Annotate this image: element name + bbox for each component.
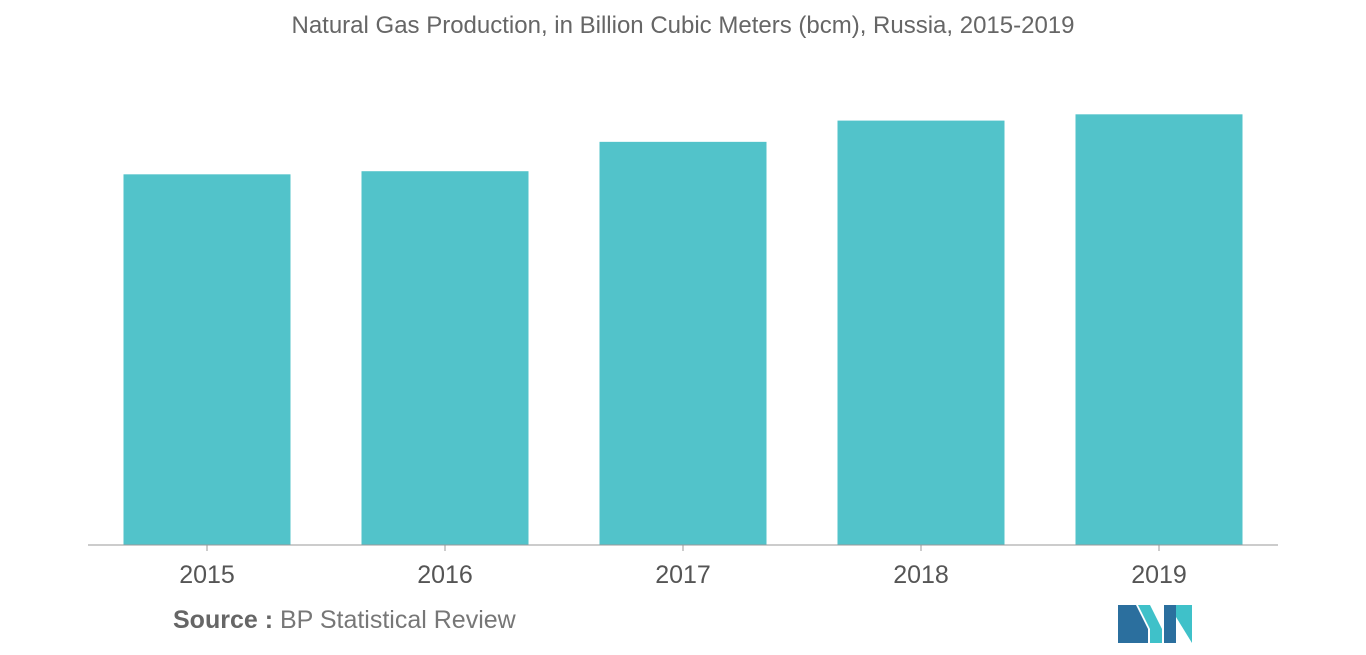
x-tick-label-2015: 2015 xyxy=(179,561,235,589)
logo-shape-left xyxy=(1118,605,1148,643)
logo-shape-right xyxy=(1164,605,1176,643)
x-tick-label-2018: 2018 xyxy=(893,561,949,589)
x-axis-ticks: 2015 2016 2017 2018 2019 xyxy=(179,545,1187,589)
bar-2018 xyxy=(837,120,1005,545)
mordor-intelligence-logo-icon xyxy=(1118,605,1192,643)
bars-group xyxy=(123,114,1243,545)
chart-title: Natural Gas Production, in Billion Cubic… xyxy=(291,12,1075,39)
bar-2019 xyxy=(1075,114,1243,545)
source-note: Source : BP Statistical Review xyxy=(173,606,516,635)
logo-shape-middle xyxy=(1138,605,1162,643)
source-label: Source : xyxy=(173,606,274,634)
bar-2015 xyxy=(123,174,291,545)
bar-2017 xyxy=(599,141,767,545)
x-tick-label-2017: 2017 xyxy=(655,561,711,589)
bar-chart: 2015 2016 2017 2018 2019 xyxy=(88,114,1278,589)
x-tick-label-2016: 2016 xyxy=(417,561,473,589)
bar-2016 xyxy=(361,171,529,545)
source-text: BP Statistical Review xyxy=(279,606,516,634)
logo-shape-accent xyxy=(1176,605,1192,643)
x-tick-label-2019: 2019 xyxy=(1131,561,1187,589)
